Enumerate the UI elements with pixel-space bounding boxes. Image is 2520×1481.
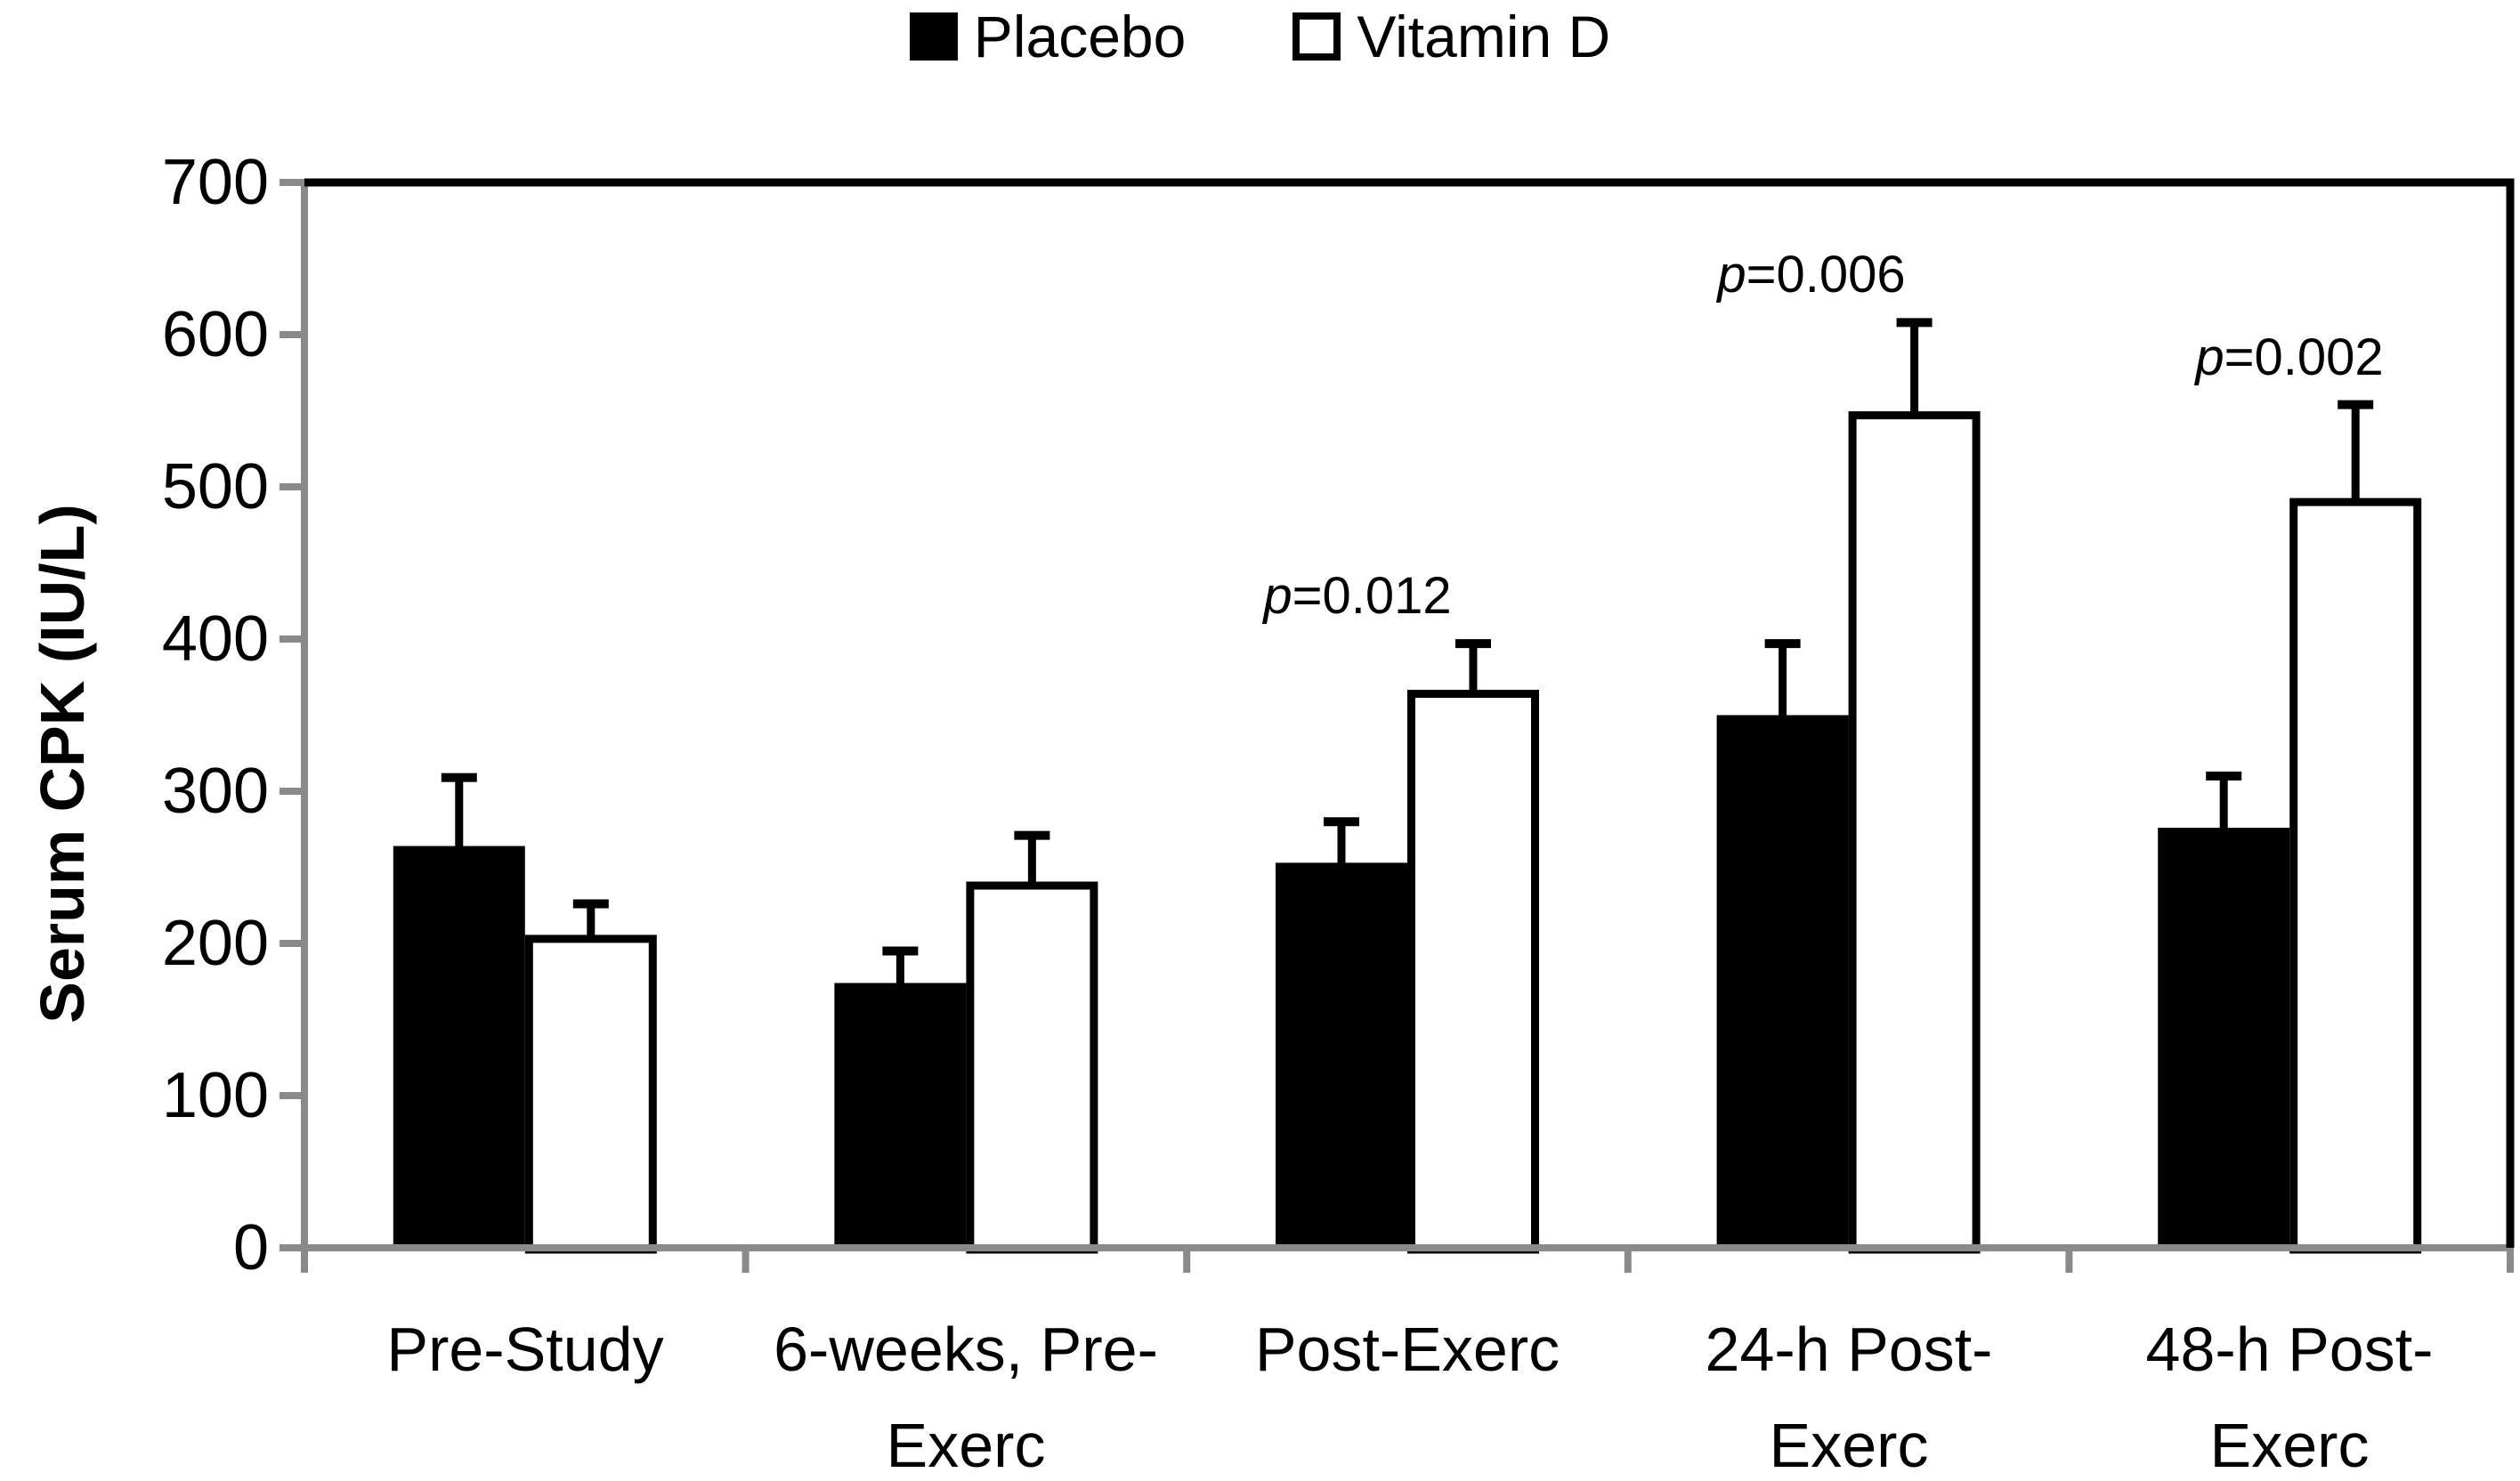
y-tick-label: 200 (161, 908, 269, 979)
vitamin-d-swatch-icon (1292, 12, 1341, 61)
p-value-annotation: p=0.012 (1263, 567, 1452, 625)
legend-item-vitamin-d: Vitamin D (1292, 4, 1610, 69)
p-value-annotation: p=0.002 (2195, 328, 2384, 386)
bar-placebo (393, 846, 525, 1250)
y-tick-label: 600 (161, 299, 269, 370)
y-tick-label: 700 (161, 147, 269, 218)
x-category-label: 24-h Post- Exerc (1705, 1315, 1993, 1480)
bar-vitamin-d (2289, 498, 2422, 1254)
x-category-label: 48-h Post- Exerc (2145, 1315, 2434, 1480)
bar-vitamin-d (524, 935, 657, 1254)
y-tick-label: 0 (232, 1212, 269, 1283)
y-tick-label: 400 (161, 603, 269, 675)
legend-label-placebo: Placebo (973, 4, 1187, 69)
x-category-label: Post-Exerc (1254, 1315, 1560, 1384)
bar-vitamin-d (1407, 690, 1539, 1254)
bar-placebo (834, 983, 967, 1250)
p-value-annotation: p=0.006 (1717, 246, 1906, 303)
bar-vitamin-d (966, 881, 1098, 1254)
bar-placebo (2158, 828, 2290, 1250)
legend: Placebo Vitamin D (0, 4, 2520, 69)
y-tick-label: 300 (161, 756, 269, 827)
y-tick-label: 100 (161, 1060, 269, 1131)
bar-placebo (1276, 862, 1407, 1250)
legend-label-vitamin-d: Vitamin D (1357, 4, 1611, 69)
bar-placebo (1716, 715, 1849, 1250)
x-category-label: 6-weeks, Pre- Exerc (774, 1315, 1158, 1480)
legend-item-placebo: Placebo (909, 4, 1187, 69)
bar-vitamin-d (1848, 411, 1981, 1254)
placebo-swatch-icon (909, 12, 958, 61)
y-tick-label: 500 (161, 451, 269, 522)
x-category-label: Pre-Study (386, 1315, 664, 1384)
